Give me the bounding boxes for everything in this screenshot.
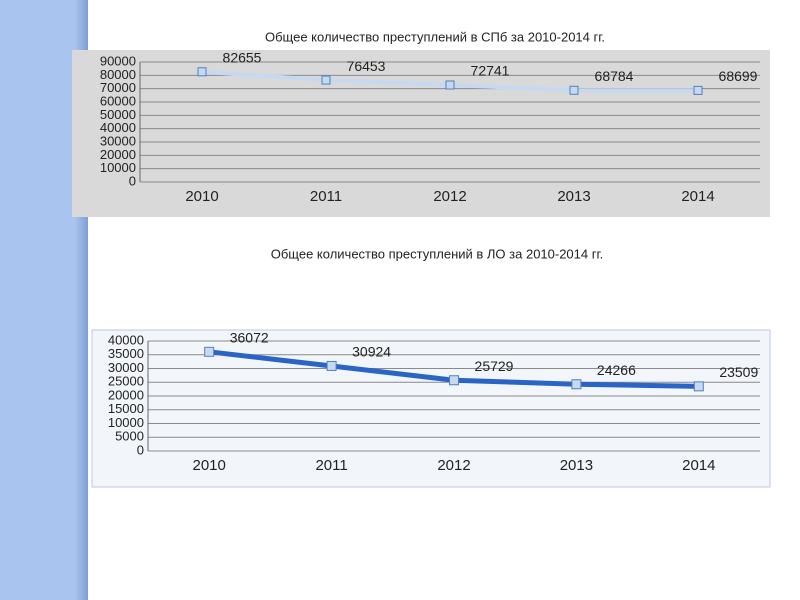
marker bbox=[449, 375, 459, 386]
y-tick-label: 5000 bbox=[115, 429, 144, 444]
x-tick-label: 2013 bbox=[557, 188, 590, 205]
marker bbox=[326, 360, 337, 371]
marker bbox=[445, 80, 455, 90]
y-tick-label: 60000 bbox=[100, 93, 136, 108]
y-tick-label: 50000 bbox=[100, 107, 136, 122]
data-label: 24266 bbox=[597, 362, 636, 378]
marker bbox=[321, 75, 331, 85]
y-tick-label: 20000 bbox=[100, 147, 136, 162]
y-tick-label: 20000 bbox=[108, 387, 144, 402]
x-tick-label: 2012 bbox=[433, 188, 466, 205]
data-label: 23509 bbox=[719, 364, 758, 380]
data-label: 30924 bbox=[352, 344, 391, 360]
x-tick-label: 2010 bbox=[193, 457, 226, 474]
marker bbox=[197, 67, 207, 77]
y-tick-label: 40000 bbox=[100, 120, 136, 135]
y-tick-label: 25000 bbox=[108, 374, 144, 389]
y-tick-label: 40000 bbox=[108, 332, 144, 347]
data-label: 25729 bbox=[475, 358, 514, 374]
x-tick-label: 2014 bbox=[682, 457, 715, 474]
y-tick-label: 0 bbox=[137, 442, 144, 457]
x-tick-label: 2011 bbox=[310, 188, 342, 205]
y-tick-label: 90000 bbox=[100, 53, 136, 68]
data-label: 82655 bbox=[223, 49, 262, 65]
y-tick-label: 80000 bbox=[100, 67, 136, 82]
y-tick-label: 10000 bbox=[108, 415, 144, 430]
x-tick-label: 2013 bbox=[560, 457, 593, 474]
x-tick-label: 2012 bbox=[437, 457, 470, 474]
chart-title: Общее количество преступлений в СПб за 2… bbox=[265, 29, 605, 44]
data-label: 68699 bbox=[719, 68, 758, 84]
data-label: 76453 bbox=[347, 58, 386, 74]
x-tick-label: 2010 bbox=[185, 188, 218, 205]
y-tick-label: 15000 bbox=[108, 401, 144, 416]
chart-title: Общее количество преступлений в ЛО за 20… bbox=[271, 246, 604, 261]
y-tick-label: 10000 bbox=[100, 160, 136, 175]
x-tick-label: 2011 bbox=[315, 457, 347, 474]
marker bbox=[693, 85, 703, 95]
y-tick-label: 30000 bbox=[108, 360, 144, 375]
data-label: 36072 bbox=[230, 330, 269, 346]
x-tick-label: 2014 bbox=[681, 188, 714, 205]
y-tick-label: 35000 bbox=[108, 346, 144, 361]
marker bbox=[571, 379, 582, 390]
data-label: 68784 bbox=[595, 68, 634, 84]
marker bbox=[569, 85, 579, 95]
y-tick-label: 0 bbox=[129, 173, 136, 188]
marker bbox=[204, 346, 215, 357]
marker bbox=[693, 381, 704, 392]
y-tick-label: 70000 bbox=[100, 80, 136, 95]
y-tick-label: 30000 bbox=[100, 133, 136, 148]
data-label: 72741 bbox=[471, 63, 510, 79]
chart-panel bbox=[72, 50, 770, 217]
